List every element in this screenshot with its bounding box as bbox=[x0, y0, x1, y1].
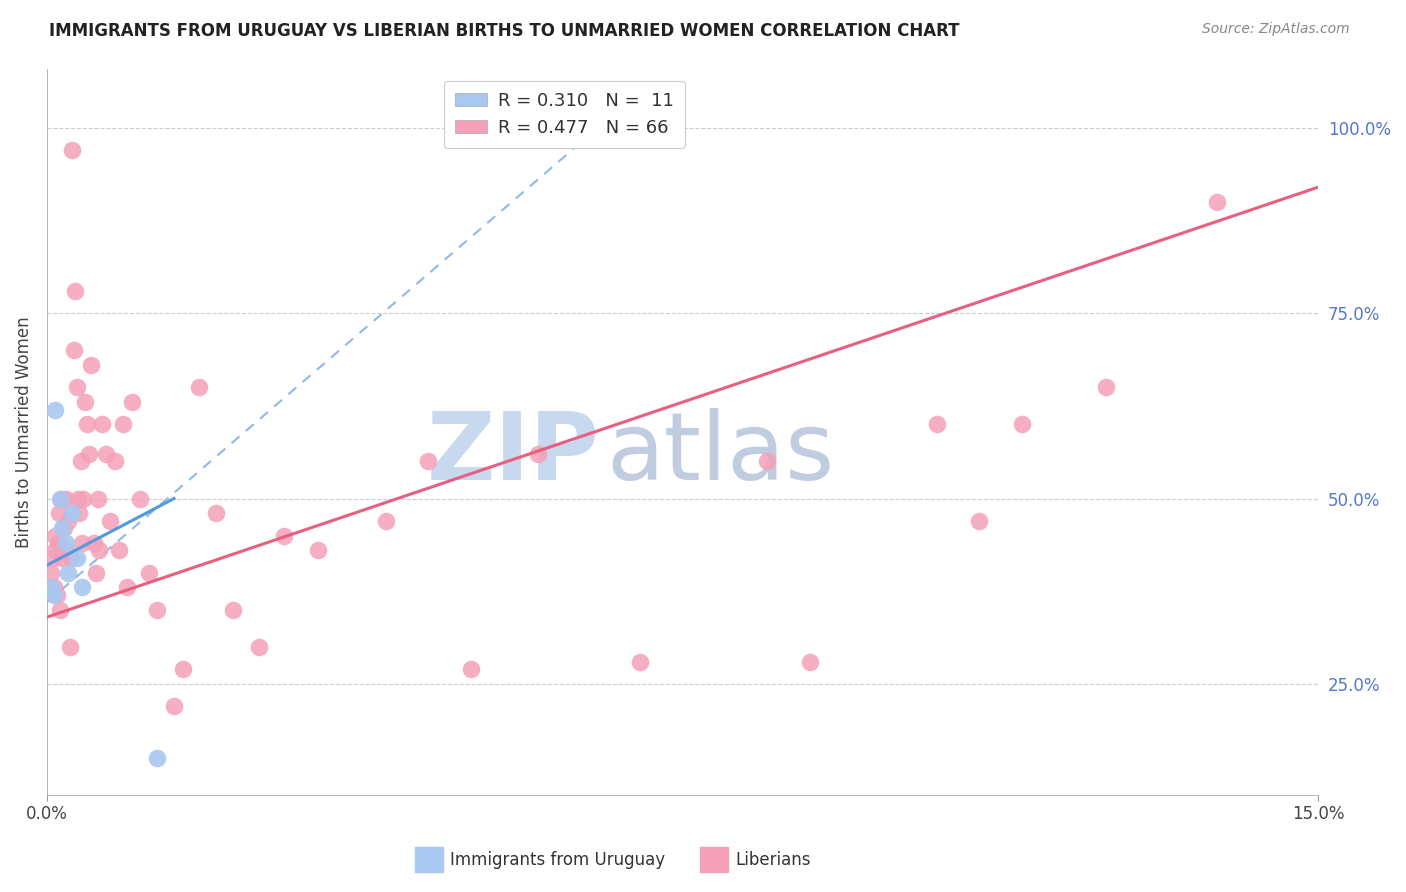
Point bbox=[72, 536, 94, 550]
Point bbox=[104, 454, 127, 468]
Point bbox=[172, 662, 194, 676]
Point bbox=[44, 528, 66, 542]
Point bbox=[72, 491, 94, 506]
Text: Immigrants from Uruguay: Immigrants from Uruguay bbox=[450, 851, 665, 869]
Point bbox=[55, 536, 77, 550]
Point bbox=[39, 566, 62, 580]
Text: IMMIGRANTS FROM URUGUAY VS LIBERIAN BIRTHS TO UNMARRIED WOMEN CORRELATION CHART: IMMIGRANTS FROM URUGUAY VS LIBERIAN BIRT… bbox=[49, 22, 960, 40]
Legend: R = 0.310   N =  11, R = 0.477   N = 66: R = 0.310 N = 11, R = 0.477 N = 66 bbox=[444, 81, 685, 148]
Point bbox=[1011, 417, 1033, 432]
Point bbox=[374, 514, 396, 528]
Point bbox=[56, 566, 79, 580]
Point bbox=[188, 380, 211, 394]
Point bbox=[65, 550, 87, 565]
Point bbox=[138, 566, 160, 580]
Point bbox=[63, 284, 86, 298]
Point bbox=[756, 454, 779, 468]
Point bbox=[67, 491, 90, 506]
Point bbox=[460, 662, 482, 676]
Y-axis label: Births to Unmarried Women: Births to Unmarried Women bbox=[15, 316, 32, 548]
Point bbox=[44, 543, 66, 558]
Text: atlas: atlas bbox=[606, 408, 835, 500]
Point bbox=[55, 543, 77, 558]
Point bbox=[51, 521, 73, 535]
Point bbox=[59, 550, 82, 565]
Point bbox=[42, 588, 65, 602]
Point bbox=[247, 640, 270, 654]
Point bbox=[418, 454, 440, 468]
Point bbox=[799, 655, 821, 669]
Point bbox=[112, 417, 135, 432]
Point bbox=[91, 417, 114, 432]
Point bbox=[1205, 194, 1227, 209]
Point bbox=[39, 581, 62, 595]
Point bbox=[163, 699, 186, 714]
Point bbox=[42, 550, 65, 565]
Point bbox=[925, 417, 948, 432]
Point bbox=[60, 143, 83, 157]
Point bbox=[205, 506, 228, 520]
Point bbox=[96, 447, 118, 461]
Point bbox=[83, 536, 105, 550]
Text: Liberians: Liberians bbox=[735, 851, 811, 869]
Point bbox=[117, 581, 139, 595]
Point bbox=[307, 543, 329, 558]
Point bbox=[108, 543, 131, 558]
Point bbox=[73, 395, 96, 409]
Point bbox=[100, 514, 122, 528]
Point bbox=[44, 402, 66, 417]
Point bbox=[38, 581, 60, 595]
Point bbox=[222, 603, 245, 617]
Point bbox=[56, 514, 79, 528]
Point bbox=[67, 506, 90, 520]
Point bbox=[63, 343, 86, 358]
Text: Source: ZipAtlas.com: Source: ZipAtlas.com bbox=[1202, 22, 1350, 37]
Point bbox=[69, 454, 91, 468]
Point bbox=[77, 447, 100, 461]
Point bbox=[52, 521, 75, 535]
Point bbox=[1095, 380, 1118, 394]
Point bbox=[121, 395, 143, 409]
Point bbox=[46, 588, 69, 602]
Point bbox=[59, 640, 82, 654]
Point bbox=[628, 655, 651, 669]
Point bbox=[60, 506, 83, 520]
Text: ZIP: ZIP bbox=[427, 408, 600, 500]
Point bbox=[89, 543, 111, 558]
Point bbox=[48, 603, 70, 617]
Point bbox=[129, 491, 152, 506]
Point bbox=[42, 581, 65, 595]
Point bbox=[87, 491, 110, 506]
Point bbox=[967, 514, 990, 528]
Point bbox=[80, 358, 103, 372]
Point bbox=[55, 491, 77, 506]
Point bbox=[48, 491, 70, 506]
Point bbox=[84, 566, 107, 580]
Point bbox=[146, 603, 169, 617]
Point bbox=[72, 581, 94, 595]
Point bbox=[51, 491, 73, 506]
Point bbox=[48, 506, 70, 520]
Point bbox=[527, 447, 550, 461]
Point bbox=[51, 550, 73, 565]
Point bbox=[146, 751, 169, 765]
Point bbox=[46, 536, 69, 550]
Point bbox=[76, 417, 98, 432]
Point bbox=[273, 528, 295, 542]
Point bbox=[65, 380, 87, 394]
